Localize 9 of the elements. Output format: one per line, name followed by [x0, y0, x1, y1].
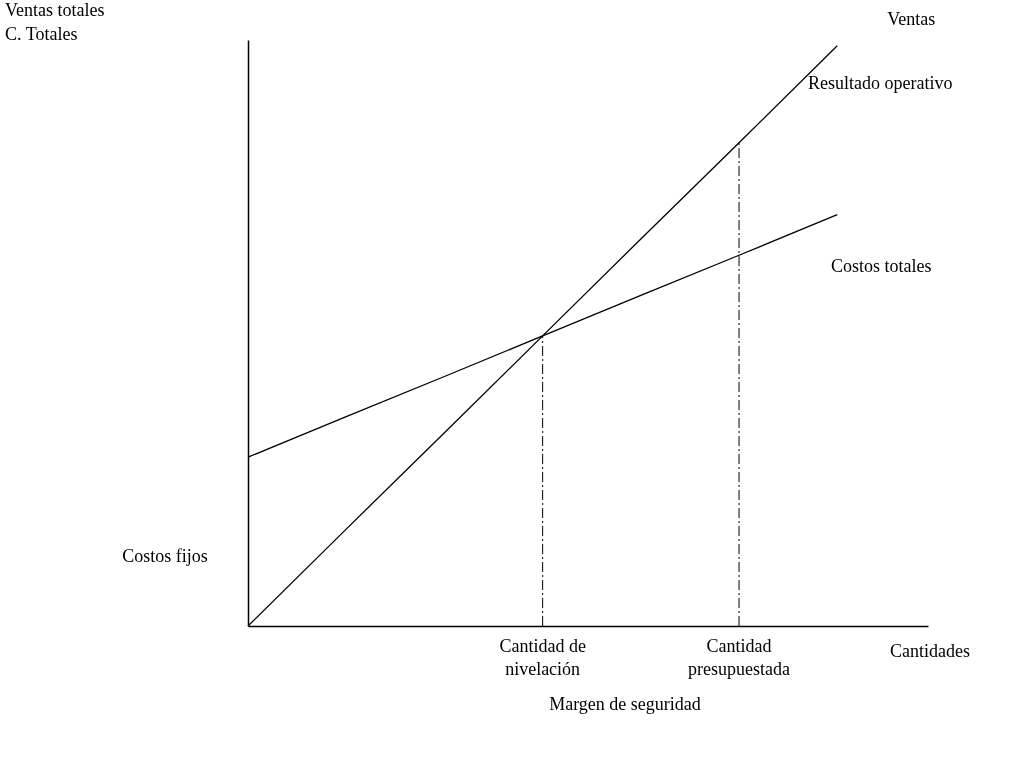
text: Ventas totales C. Totales: [5, 0, 105, 44]
x-tick-label: Cantidad presupuestada: [688, 636, 791, 679]
text: Ventas: [887, 8, 936, 29]
text: Costos fijos: [122, 546, 208, 566]
x-axis-title: Cantidades: [890, 641, 970, 661]
annotation: Resultado operativo: [808, 73, 953, 93]
series-label: Costos totales: [831, 255, 932, 276]
x-tick-label: Cantidad de nivelación: [499, 636, 586, 679]
text: Margen de seguridad: [549, 694, 701, 714]
